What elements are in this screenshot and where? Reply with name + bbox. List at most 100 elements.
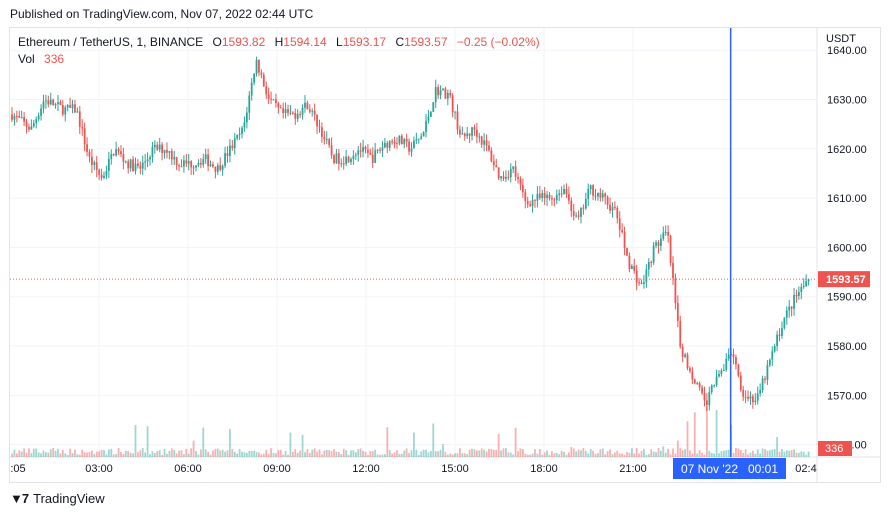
symbol-label[interactable]: Ethereum / TetherUS, 1, BINANCE [18, 35, 204, 49]
volume-bar [800, 451, 803, 457]
candle-body [790, 306, 793, 309]
currency-label[interactable]: USDT [826, 33, 856, 45]
candle-body [221, 165, 224, 170]
candle-body [289, 112, 292, 114]
chart-frame[interactable] [9, 27, 881, 483]
volume-bar [536, 453, 539, 457]
candle-body [623, 232, 626, 248]
candle-body [243, 122, 246, 128]
volume-bar [722, 450, 725, 457]
volume-bar [91, 450, 93, 457]
candle-body [379, 149, 381, 151]
volume-bar [451, 454, 454, 457]
candle-body [400, 135, 403, 145]
volume-bar [214, 448, 217, 457]
candle-body [318, 126, 321, 128]
volume-bar [459, 448, 461, 457]
volume-bar [514, 427, 517, 457]
candle-body [267, 94, 270, 99]
candle-body [425, 120, 427, 133]
volume-bar [282, 454, 285, 457]
candle-body [500, 176, 502, 179]
candle-body [110, 154, 113, 159]
candle-body [512, 166, 515, 169]
volume-bar [18, 450, 21, 457]
volume-bar [439, 449, 442, 457]
candle-body [567, 194, 570, 201]
candle-body [773, 346, 776, 352]
volume-bar [313, 448, 316, 457]
volume-bar [144, 452, 147, 457]
volume-bar [749, 452, 752, 457]
volume-bar [156, 450, 159, 457]
volume-bar [710, 452, 713, 457]
candle-body [618, 218, 621, 230]
candle-body [514, 166, 517, 177]
candle-body [507, 176, 510, 178]
candle-body [543, 192, 546, 199]
candle-body [589, 185, 592, 190]
volume-bar [231, 448, 234, 457]
volume-bar [747, 454, 749, 457]
footer[interactable]: ▼7 TradingView [10, 491, 105, 506]
candle-body [122, 154, 125, 162]
chart-legend: Ethereum / TetherUS, 1, BINANCE O1593.82… [18, 34, 540, 68]
volume-bar [204, 449, 207, 457]
volume-bar [381, 454, 384, 457]
volume-bar [505, 448, 507, 457]
y-tick-label: 1640.00 [827, 45, 867, 57]
crosshair-time-label: 00:01 [748, 462, 778, 476]
volume-bar [301, 434, 304, 457]
candle-body [558, 193, 561, 196]
candle-body [35, 119, 38, 124]
y-tick-label: 1630.00 [827, 95, 867, 107]
volume-bar [529, 454, 532, 457]
candle-body [599, 192, 602, 198]
candle-body [146, 159, 149, 162]
volume-bar [284, 451, 287, 457]
candle-body [168, 151, 171, 153]
candle-body [354, 154, 357, 156]
candle-body [149, 157, 151, 160]
candle-body [664, 231, 667, 233]
volume-bar [209, 454, 212, 457]
volume-bar [245, 452, 248, 457]
volume-bar [582, 448, 585, 457]
volume-bar [546, 450, 548, 457]
volume-bar [149, 454, 151, 457]
candle-body [621, 229, 624, 233]
candle-body [163, 149, 166, 153]
volume-bar [28, 448, 30, 457]
candle-body [91, 156, 93, 166]
candle-body [521, 184, 524, 193]
volume-bar [764, 449, 766, 457]
candle-body [236, 134, 239, 139]
volume-bar [783, 451, 786, 457]
volume-bar [262, 453, 265, 457]
volume-bar [272, 452, 275, 457]
volume-bar [275, 453, 277, 457]
volume-bar [640, 450, 643, 457]
candle-body [684, 354, 686, 357]
candle-body [427, 116, 430, 121]
volume-bar [236, 453, 239, 457]
volume-bar [255, 452, 258, 457]
candle-body [279, 107, 282, 109]
volume-bar [30, 453, 33, 457]
candle-body [352, 155, 355, 160]
candle-body [137, 163, 139, 166]
volume-bar [570, 446, 573, 457]
volume-label[interactable]: Vol [18, 52, 35, 66]
volume-bar [703, 454, 706, 457]
candle-body [575, 215, 578, 217]
candle-body [197, 163, 200, 166]
volume-bar [371, 451, 374, 457]
candle-body [64, 107, 67, 115]
candle-body [778, 334, 781, 336]
volume-bar [187, 453, 190, 457]
candle-body [403, 139, 406, 145]
volume-bar [478, 450, 481, 457]
candle-body [42, 101, 45, 109]
close-value: 1593.57 [404, 35, 448, 49]
